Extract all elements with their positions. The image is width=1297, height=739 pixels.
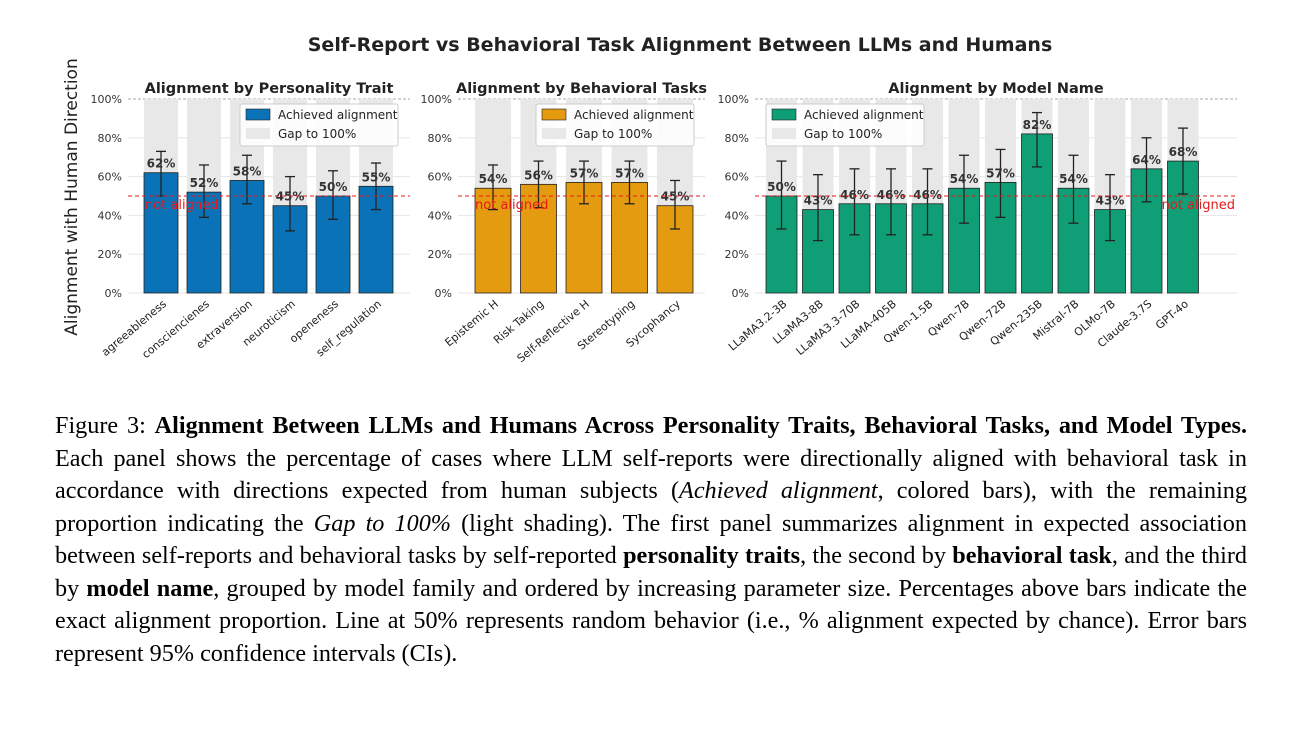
legend-swatch-achieved bbox=[541, 108, 567, 121]
y-tick-label: 60% bbox=[428, 171, 452, 184]
legend-swatch-gap bbox=[542, 128, 566, 139]
y-tick-label: 40% bbox=[428, 209, 452, 222]
figure-caption: Figure 3: Alignment Between LLMs and Hum… bbox=[55, 410, 1247, 670]
panel-3: Alignment by Model Name 0% 20% 40% 60% 80% 100… bbox=[718, 81, 1237, 358]
panel-2: Alignment by Behavioral Tasks 0% 20% 40% 60%… bbox=[421, 81, 707, 365]
value-label: 54% bbox=[479, 172, 508, 186]
value-label: 52% bbox=[190, 176, 219, 190]
caption-text-1: Each panel shows the percentage of cases… bbox=[55, 444, 1247, 505]
legend-swatch-achieved bbox=[771, 108, 797, 121]
value-label: 50% bbox=[319, 180, 348, 194]
legend-label-gap: Gap to 100% bbox=[804, 127, 882, 141]
value-label: 68% bbox=[1169, 145, 1198, 159]
value-label: 46% bbox=[913, 188, 942, 202]
y-tick-label: 0% bbox=[732, 287, 749, 300]
value-label: 45% bbox=[661, 190, 690, 204]
y-tick-label: 100% bbox=[91, 93, 122, 106]
caption-bold-title: Alignment Between LLMs and Humans Across… bbox=[154, 412, 1247, 439]
panel-title: Alignment by Model Name bbox=[888, 81, 1104, 97]
value-label: 82% bbox=[1023, 118, 1052, 132]
caption-text-3: (light shading). The first panel summari… bbox=[55, 509, 1247, 570]
value-label: 46% bbox=[840, 188, 869, 202]
legend-box bbox=[765, 103, 925, 147]
x-tick-label: Epistemic H bbox=[442, 297, 500, 349]
value-label: 57% bbox=[615, 166, 644, 180]
legend-label-achieved: Achieved alignment bbox=[278, 108, 398, 122]
caption-text-2: , colored bars), with the remaining prop… bbox=[55, 477, 1247, 537]
y-tick-label: 100% bbox=[421, 93, 452, 106]
value-label: 45% bbox=[276, 190, 305, 204]
not-aligned-label: not aligned bbox=[1162, 198, 1235, 213]
legend-swatch-gap bbox=[246, 128, 270, 139]
y-tick-label: 40% bbox=[725, 209, 749, 222]
caption-bold-task: behavioral task bbox=[952, 542, 1112, 569]
value-label: 54% bbox=[950, 172, 979, 186]
legend: Achieved alignment Gap to 100% bbox=[239, 103, 399, 147]
y-tick-label: 0% bbox=[105, 287, 122, 300]
caption-text-6: , grouped by model family and ordered by… bbox=[55, 574, 1248, 667]
value-label: 54% bbox=[1059, 172, 1088, 186]
y-tick-label: 60% bbox=[98, 171, 122, 184]
legend-label-achieved: Achieved alignment bbox=[804, 108, 924, 122]
legend-label-gap: Gap to 100% bbox=[278, 127, 356, 141]
caption-bold-model: model name bbox=[86, 574, 214, 602]
caption-italic-achieved: Achieved alignment bbox=[679, 477, 878, 504]
value-label: 62% bbox=[147, 157, 176, 171]
caption-label: Figure 3: bbox=[55, 412, 155, 439]
legend-swatch-gap bbox=[772, 128, 796, 139]
y-tick-label: 20% bbox=[725, 248, 749, 261]
y-tick-label: 40% bbox=[98, 209, 122, 222]
legend-box bbox=[239, 103, 399, 147]
value-label: 43% bbox=[1096, 194, 1125, 208]
panel-title: Alignment by Behavioral Tasks bbox=[456, 81, 707, 97]
panel-1: Alignment by Personality Trait 0% 20% 40% 60… bbox=[91, 81, 410, 361]
y-tick-label: 20% bbox=[98, 248, 122, 261]
not-aligned-label: not aligned bbox=[145, 198, 218, 213]
caption-bold-traits: personality traits bbox=[623, 542, 801, 569]
figure-3-chart: Self-Report vs Behavioral Task Alignment… bbox=[62, 34, 1237, 365]
value-label: 58% bbox=[233, 164, 262, 178]
value-label: 46% bbox=[877, 188, 906, 202]
x-tick-label: GPT-4o bbox=[1153, 297, 1191, 332]
value-label: 43% bbox=[804, 194, 833, 208]
value-label: 57% bbox=[986, 166, 1015, 180]
caption-italic-gap: Gap to 100% bbox=[313, 509, 451, 537]
figure-ylabel: Alignment with Human Direction bbox=[62, 58, 82, 336]
panel-title: Alignment by Personality Trait bbox=[145, 81, 394, 97]
y-tick-label: 60% bbox=[725, 171, 749, 184]
y-tick-label: 80% bbox=[98, 132, 122, 145]
value-label: 55% bbox=[362, 170, 391, 184]
y-tick-label: 80% bbox=[428, 132, 452, 145]
legend: Achieved alignment Gap to 100% bbox=[535, 103, 695, 147]
legend-label-achieved: Achieved alignment bbox=[574, 108, 694, 122]
y-tick-label: 80% bbox=[725, 132, 749, 145]
caption-text-4: , the second by bbox=[800, 542, 953, 569]
value-label: 64% bbox=[1132, 153, 1161, 167]
y-tick-label: 100% bbox=[718, 93, 749, 106]
y-tick-label: 0% bbox=[435, 287, 452, 300]
legend-box bbox=[535, 103, 695, 147]
value-label: 56% bbox=[524, 168, 553, 182]
x-tick-label: LLaMA3.3-70B bbox=[794, 297, 863, 358]
y-tick-label: 20% bbox=[428, 248, 452, 261]
caption-text-5: , and the third by bbox=[55, 542, 1247, 602]
value-label: 50% bbox=[767, 180, 796, 194]
value-label: 57% bbox=[570, 166, 599, 180]
legend-swatch-achieved bbox=[245, 108, 271, 121]
legend-label-gap: Gap to 100% bbox=[574, 127, 652, 141]
not-aligned-label: not aligned bbox=[475, 198, 548, 213]
figure-suptitle: Self-Report vs Behavioral Task Alignment… bbox=[308, 34, 1053, 56]
legend: Achieved alignment Gap to 100% bbox=[765, 103, 925, 147]
